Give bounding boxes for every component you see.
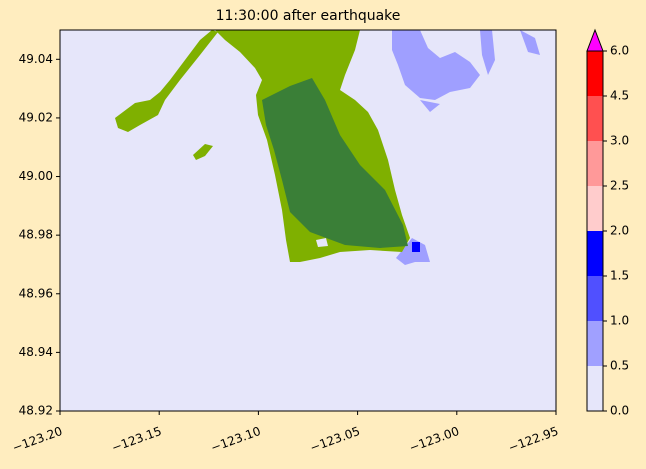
colorbar-bin: [587, 141, 603, 186]
colorbar-bin: [587, 51, 603, 96]
land: [193, 144, 213, 160]
inundated-land: [262, 78, 408, 248]
x-tick-label: −123.00: [407, 424, 461, 455]
x-tick-label: −123.10: [209, 424, 263, 455]
colorbar-bin: [587, 321, 603, 366]
flooded-area: [420, 30, 540, 112]
y-tick-label: 48.96: [19, 286, 53, 300]
axes-frame: [59, 29, 557, 412]
flooded-area: [412, 242, 420, 252]
colorbar-tick-label: 0.0: [610, 404, 629, 418]
colorbar-tick-label: 2.0: [610, 224, 629, 238]
colorbar-tick-label: 0.5: [610, 359, 629, 373]
colorbar-bin: [587, 366, 603, 411]
y-tick-label: 49.02: [19, 110, 53, 124]
colorbar-extend: [586, 28, 604, 52]
y-tick-label: 49.04: [19, 52, 53, 66]
colorbar-tick-label: 1.0: [610, 314, 629, 328]
colorbar-tick-label: 4.5: [610, 89, 629, 103]
land: [115, 30, 218, 132]
colorbar-tick-label: 1.5: [610, 269, 629, 283]
colorbar-tick-label: 3.0: [610, 134, 629, 148]
colorbar-bin: [587, 231, 603, 276]
y-tick-label: 49.00: [19, 169, 53, 183]
colorbar-bin: [587, 186, 603, 231]
colorbar-bin: [587, 96, 603, 141]
map-area: [59, 29, 557, 412]
x-tick-label: −123.20: [11, 424, 65, 455]
colorbar-bin: [587, 276, 603, 321]
x-tick-label: −123.15: [110, 424, 164, 455]
x-tick-label: −122.95: [507, 424, 561, 455]
flooded-area: [392, 30, 480, 100]
y-tick-label: 48.98: [19, 228, 53, 242]
land-gap: [316, 238, 328, 247]
chart-title: 11:30:00 after earthquake: [216, 8, 401, 24]
y-tick-label: 48.92: [19, 404, 53, 418]
x-tick-label: −123.05: [308, 424, 362, 455]
colorbar-tick-label: 6.0: [610, 44, 629, 58]
y-tick-label: 48.94: [19, 345, 53, 359]
colorbar-tick-label: 2.5: [610, 179, 629, 193]
